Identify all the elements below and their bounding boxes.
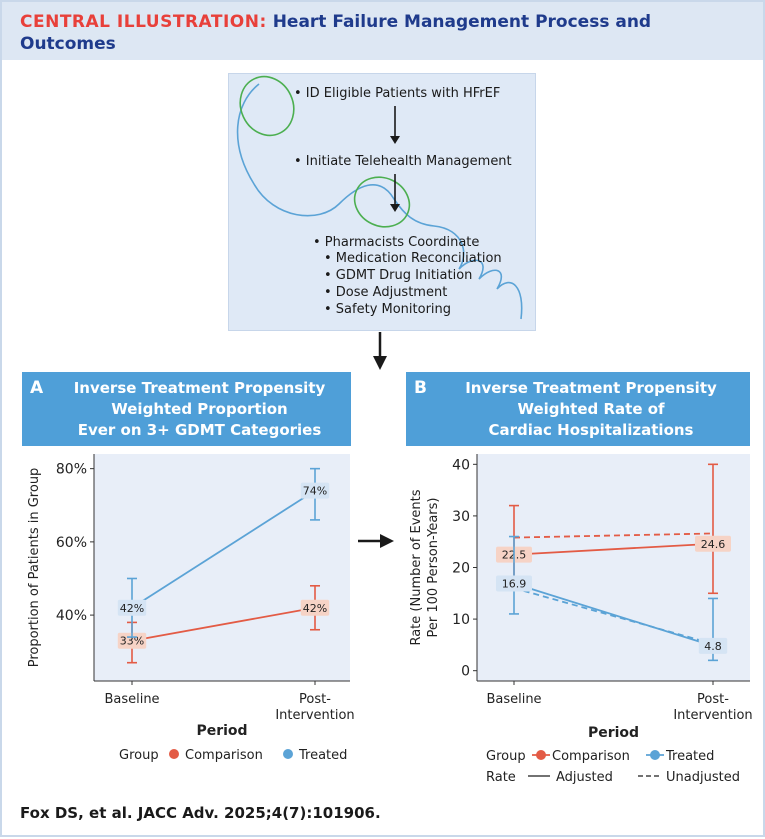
title-line-1: CENTRAL ILLUSTRATION: Heart Failure Mana… bbox=[20, 10, 720, 34]
panel-b-title-line-2: Weighted Rate of bbox=[517, 400, 665, 418]
cord-loop-2 bbox=[353, 176, 411, 228]
panel-a-legend-marker-comparison bbox=[169, 749, 179, 759]
panel-a-title: Inverse Treatment Propensity Weighted Pr… bbox=[52, 378, 347, 441]
panel-a-data-label-bg-comparison bbox=[300, 599, 330, 616]
panel-b-data-label-bg-comparison bbox=[695, 535, 731, 552]
panel-a-line-comparison bbox=[131, 606, 316, 642]
substep-safety: • Safety Monitoring bbox=[324, 302, 452, 317]
panel-b-x-tick-label: Baseline bbox=[486, 692, 541, 707]
panel-b-legend-item-unadjusted: Unadjusted bbox=[666, 770, 740, 785]
panel-a-title-line-2: Weighted Proportion bbox=[111, 400, 288, 418]
panel-a-y-tick-label: 40% bbox=[56, 608, 87, 624]
panel-a-y-tick-label: 60% bbox=[56, 535, 87, 551]
panel-b-y-tick-label: 10 bbox=[452, 612, 470, 628]
arrow-down-head bbox=[373, 356, 387, 370]
panel-b-y-axis-label: Per 100 Person-Years) bbox=[426, 498, 441, 638]
panel-a-data-label-bg-treated bbox=[117, 599, 147, 616]
panel-b-x-tick-label: Post- bbox=[697, 692, 729, 707]
panel-b-y-tick-label: 40 bbox=[452, 457, 470, 473]
panel-b-title-line-1: Inverse Treatment Propensity bbox=[465, 379, 717, 397]
telehealth-cord bbox=[236, 83, 523, 320]
step-identify: • ID Eligible Patients with HFrEF bbox=[294, 86, 501, 101]
process-graphic bbox=[236, 75, 523, 320]
panel-b-title: Inverse Treatment Propensity Weighted Ra… bbox=[436, 378, 746, 441]
panel-b-unadjusted-line-comparison bbox=[513, 532, 714, 539]
panel-b-unadjusted-line-treated bbox=[513, 587, 714, 645]
panel-b-line-treated bbox=[513, 582, 714, 647]
panel-a-x-tick-label: Baseline bbox=[104, 692, 159, 707]
title-main: Heart Failure Management Process and bbox=[272, 12, 652, 32]
panel-a-letter: A bbox=[30, 378, 44, 398]
panel-b-data-label-comparison: 24.6 bbox=[701, 538, 726, 551]
panel-a-header: A Inverse Treatment Propensity Weighted … bbox=[22, 372, 351, 446]
panel-a-data-label-bg-comparison bbox=[117, 632, 147, 649]
panel-b-legend-marker-treated bbox=[650, 750, 660, 760]
substep-reconciliation: • Medication Reconciliation bbox=[324, 251, 502, 266]
panel-b-legend-marker-comparison bbox=[536, 750, 546, 760]
arrow-2-head bbox=[390, 204, 400, 212]
panel-a-data-label-comparison: 42% bbox=[303, 602, 327, 615]
step-pharmacists: • Pharmacists Coordinate bbox=[313, 235, 480, 250]
panel-b-data-label-bg-treated bbox=[698, 637, 728, 654]
panel-a-legend-item-comparison: Comparison bbox=[185, 748, 263, 763]
panel-b-data-label-treated: 4.8 bbox=[704, 640, 722, 653]
arrow-1-head bbox=[390, 136, 400, 144]
panel-b-data-label-treated: 16.9 bbox=[502, 577, 527, 590]
panel-b-y-tick-label: 20 bbox=[452, 561, 470, 577]
panel-b-y-tick-label: 0 bbox=[461, 664, 470, 680]
panel-a-y-tick-label: 80% bbox=[56, 462, 87, 478]
panel-b-x-tick-label: Intervention bbox=[673, 708, 752, 723]
panel-b-legend-title: Group bbox=[486, 749, 526, 764]
panel-b-data-label-bg-treated bbox=[496, 575, 532, 592]
panel-b-legend-item-comparison: Comparison bbox=[552, 749, 630, 764]
arrow-right-head bbox=[380, 534, 394, 548]
panel-a-legend-marker-treated bbox=[283, 749, 293, 759]
panel-a-title-line-1: Inverse Treatment Propensity bbox=[73, 379, 326, 397]
title-lead: CENTRAL ILLUSTRATION: bbox=[20, 12, 267, 32]
panel-a-data-label-treated: 42% bbox=[120, 602, 144, 615]
panel-b-y-axis-label: Rate (Number of Events bbox=[409, 489, 424, 645]
panel-b-line-comparison bbox=[513, 542, 714, 556]
panel-a-x-axis-label: Period bbox=[196, 723, 247, 739]
panel-a-data-label-comparison: 33% bbox=[120, 635, 144, 648]
panel-b-header: B Inverse Treatment Propensity Weighted … bbox=[406, 372, 750, 446]
citation: Fox DS, et al. JACC Adv. 2025;4(7):10190… bbox=[20, 804, 381, 822]
panel-b-legend-item-adjusted: Adjusted bbox=[556, 770, 613, 785]
panel-b-y-tick-label: 30 bbox=[452, 509, 470, 525]
panel-b-legend-title: Rate bbox=[486, 770, 516, 785]
panel-a-x-tick-label: Post- bbox=[299, 692, 331, 707]
panel-a-legend-item-treated: Treated bbox=[298, 748, 347, 763]
step-telehealth: • Initiate Telehealth Management bbox=[294, 154, 512, 169]
panel-a-x-tick-label: Intervention bbox=[275, 708, 354, 723]
panel-a-y-axis-label: Proportion of Patients in Group bbox=[27, 468, 42, 668]
panel-a-data-label-bg-treated bbox=[300, 482, 330, 499]
title-bar: CENTRAL ILLUSTRATION: Heart Failure Mana… bbox=[2, 2, 763, 60]
panel-a-data-label-treated: 74% bbox=[303, 485, 327, 498]
panel-b-legend-item-treated: Treated bbox=[665, 749, 714, 764]
panel-a-line-treated bbox=[131, 489, 316, 609]
panel-b-x-axis-label: Period bbox=[588, 725, 639, 741]
panel-a-legend-title: Group bbox=[119, 748, 159, 763]
process-diagram: • ID Eligible Patients with HFrEF • Init… bbox=[228, 73, 536, 331]
substep-initiation: • GDMT Drug Initiation bbox=[324, 268, 473, 283]
substep-dose-adjustment: • Dose Adjustment bbox=[324, 285, 448, 300]
panel-a-title-line-3: Ever on 3+ GDMT Categories bbox=[77, 421, 322, 439]
cord-loop-1 bbox=[239, 75, 295, 137]
title-line-2: Outcomes bbox=[20, 34, 116, 54]
panel-b-letter: B bbox=[414, 378, 427, 398]
panel-b-title-line-3: Cardiac Hospitalizations bbox=[488, 421, 694, 439]
